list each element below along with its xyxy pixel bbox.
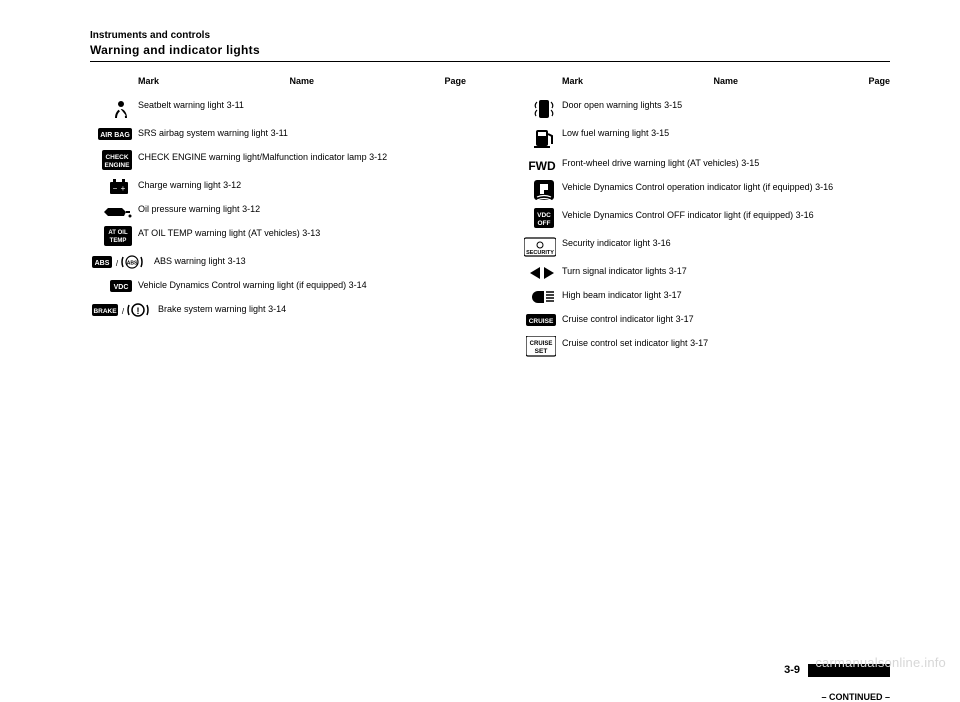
skid-icon [514,180,556,202]
page-ref: 3-14 [268,304,286,314]
label: Front-wheel drive warning light (AT vehi… [562,158,739,168]
cruise-set-icon [514,336,556,358]
page-title: Warning and indicator lights [90,43,890,62]
watermark: carmanualsonline.info [815,655,946,670]
check-engine-icon [90,150,132,172]
fwd-icon [514,156,556,174]
page-ref: 3-11 [271,128,288,138]
label: Brake system warning light [158,304,266,314]
row-highbeam: High beam indicator light 3-17 [514,288,890,306]
page-ref: 3-17 [676,314,694,324]
page-ref: 3-16 [653,238,671,248]
cruise-icon [514,312,556,330]
row-atoiltemp: AT OIL TEMP warning light (AT vehicles) … [90,226,466,248]
security-icon [514,236,556,258]
door-open-icon [514,98,556,120]
abs-icon [90,254,148,272]
page-ref: 3-12 [242,204,260,214]
turn-signal-icon [514,264,556,282]
label: Door open warning lights [562,100,662,110]
page-ref: 3-16 [815,182,833,192]
label: Vehicle Dynamics Control operation indic… [562,182,813,192]
page-ref: 3-15 [664,100,682,110]
page-ref: 3-17 [669,266,687,276]
label: ABS warning light [154,256,225,266]
page-number: 3-9 [784,664,800,676]
row-security: Security indicator light 3-16 [514,236,890,258]
vdc-icon [90,278,132,296]
page-ref: 3-12 [223,180,241,190]
page-ref: 3-17 [690,338,708,348]
label: AT OIL TEMP warning light (AT vehicles) [138,228,300,238]
label: Vehicle Dynamics Control warning light (… [138,280,346,290]
right-column: MarkNamePage Door open warning lights 3-… [514,74,890,364]
label: SRS airbag system warning light [138,128,268,138]
page-ref: 3-13 [302,228,320,238]
label: Cruise control indicator light [562,314,673,324]
label: Charge warning light [138,180,221,190]
page-ref: 3-12 [369,152,387,162]
oil-icon [90,202,132,220]
row-check-engine: CHECK ENGINE warning light/Malfunction i… [90,150,466,172]
row-airbag: SRS airbag system warning light 3-11 [90,126,466,144]
row-oil: Oil pressure warning light 3-12 [90,202,466,220]
row-skid: Vehicle Dynamics Control operation indic… [514,180,890,202]
row-battery: Charge warning light 3-12 [90,178,466,196]
left-column: MarkNamePage Seatbelt warning light 3-11… [90,74,466,364]
section-label: Instruments and controls [90,30,890,41]
row-seatbelt: Seatbelt warning light 3-11 [90,98,466,120]
high-beam-icon [514,288,556,306]
row-fuel: Low fuel warning light 3-15 [514,126,890,150]
page-ref: 3-15 [651,128,669,138]
seatbelt-icon [90,98,132,120]
page-ref: 3-14 [349,280,367,290]
label: Vehicle Dynamics Control OFF indicator l… [562,210,793,220]
airbag-icon [90,126,132,144]
row-abs: ABS warning light 3-13 [90,254,466,272]
label: CHECK ENGINE warning light/Malfunction i… [138,152,367,162]
at-oil-temp-icon [90,226,132,248]
row-turn: Turn signal indicator lights 3-17 [514,264,890,282]
row-cruise: Cruise control indicator light 3-17 [514,312,890,330]
label: Oil pressure warning light [138,204,240,214]
page-ref: 3-15 [741,158,759,168]
row-door: Door open warning lights 3-15 [514,98,890,120]
page-ref: 3-11 [227,100,244,110]
label: Security indicator light [562,238,650,248]
label: Turn signal indicator lights [562,266,666,276]
row-vdc: Vehicle Dynamics Control warning light (… [90,278,466,296]
label: High beam indicator light [562,290,661,300]
page-ref: 3-13 [228,256,246,266]
row-cruise-set: Cruise control set indicator light 3-17 [514,336,890,358]
brake-icon [90,302,152,320]
vdc-off-icon [514,208,556,230]
row-brake: Brake system warning light 3-14 [90,302,466,320]
row-fwd: Front-wheel drive warning light (AT vehi… [514,156,890,174]
label: Low fuel warning light [562,128,649,138]
label: Cruise control set indicator light [562,338,688,348]
fuel-icon [514,126,556,150]
battery-icon [90,178,132,196]
page-ref: 3-17 [664,290,682,300]
continued-label: – CONTINUED – [821,692,890,702]
page-ref: 3-16 [796,210,814,220]
label: Seatbelt warning light [138,100,224,110]
row-vdcoff: Vehicle Dynamics Control OFF indicator l… [514,208,890,230]
